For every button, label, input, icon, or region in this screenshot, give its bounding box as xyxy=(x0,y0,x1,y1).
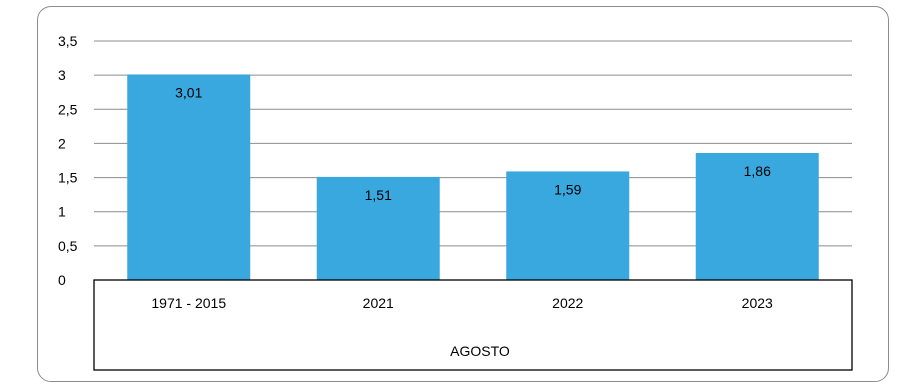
y-tick-label: 0,5 xyxy=(58,238,78,254)
data-label: 1,86 xyxy=(744,163,771,179)
x-axis-title: AGOSTO xyxy=(450,343,510,359)
x-axis-categories: 1971 - 2015 2021 2022 2023 xyxy=(151,295,773,311)
y-tick-label: 2,5 xyxy=(58,101,78,117)
y-tick-label: 3,5 xyxy=(58,33,78,49)
data-label: 1,59 xyxy=(554,181,581,197)
bars xyxy=(127,74,819,281)
y-tick-label: 1 xyxy=(58,204,66,220)
y-tick-label: 0 xyxy=(58,272,66,288)
y-tick-label: 1,5 xyxy=(58,170,78,186)
x-category-label: 2023 xyxy=(742,295,773,311)
category-axis-table xyxy=(93,279,853,371)
y-tick-label: 2 xyxy=(58,135,66,151)
y-tick-label: 3 xyxy=(58,67,66,83)
category-axis-box xyxy=(93,279,853,371)
data-label: 3,01 xyxy=(175,84,202,100)
bar xyxy=(506,171,630,280)
bar xyxy=(127,74,251,281)
y-axis-ticks: 0 0,5 1 1,5 2 2,5 3 3,5 xyxy=(58,33,78,288)
x-category-label: 2021 xyxy=(363,295,394,311)
x-category-label: 1971 - 2015 xyxy=(151,295,226,311)
bar xyxy=(695,152,819,280)
data-label: 1,51 xyxy=(365,187,392,203)
bar xyxy=(316,176,440,280)
x-category-label: 2022 xyxy=(552,295,583,311)
data-labels: 3,01 1,51 1,59 1,86 xyxy=(175,84,771,202)
